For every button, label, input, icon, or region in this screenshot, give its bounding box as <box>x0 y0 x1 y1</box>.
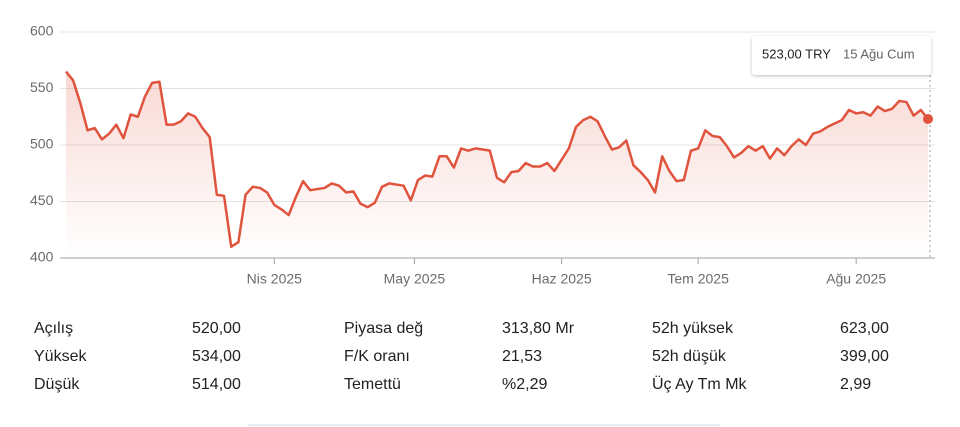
y-tick-label: 400 <box>30 249 54 265</box>
stat-label: F/K oranı <box>344 348 410 365</box>
y-tick-label: 600 <box>30 23 54 39</box>
stat-label: Piyasa değ <box>344 320 423 337</box>
stat-value: %2,29 <box>502 376 547 393</box>
x-tick-label: Haz 2025 <box>532 271 592 287</box>
area <box>66 71 928 258</box>
stat-value: 2,99 <box>840 376 871 393</box>
stat-label: Düşük <box>34 376 80 393</box>
x-tick-label: Nis 2025 <box>247 271 302 287</box>
stat-value: 623,00 <box>840 320 889 337</box>
stat-value: 21,53 <box>502 348 542 365</box>
price-line <box>65 70 929 248</box>
x-tick-label: May 2025 <box>384 271 446 287</box>
y-tick-label: 550 <box>30 79 54 95</box>
y-tick-label: 450 <box>30 192 54 208</box>
x-tick-label: Tem 2025 <box>667 271 729 287</box>
stat-label: 52h yüksek <box>652 320 734 337</box>
stat-label: 52h düşük <box>652 348 727 365</box>
tooltip-date: 15 Ağu Cum <box>843 46 915 61</box>
stat-label: Temettü <box>344 376 401 393</box>
stat-value: 534,00 <box>192 348 241 365</box>
stat-label: Yüksek <box>34 348 87 365</box>
stat-label: Üç Ay Tm Mk <box>652 375 748 393</box>
tooltip-price: 523,00 TRY <box>762 46 831 61</box>
tooltip-box <box>752 36 931 75</box>
y-tick-label: 500 <box>30 136 54 152</box>
stat-label: Açılış <box>34 320 73 337</box>
stat-value: 313,80 Mr <box>502 320 575 337</box>
stat-value: 514,00 <box>192 376 241 393</box>
x-tick-label: Ağu 2025 <box>826 271 886 287</box>
stat-value: 520,00 <box>192 320 241 337</box>
stat-value: 399,00 <box>840 348 889 365</box>
hover-dot <box>923 114 933 125</box>
